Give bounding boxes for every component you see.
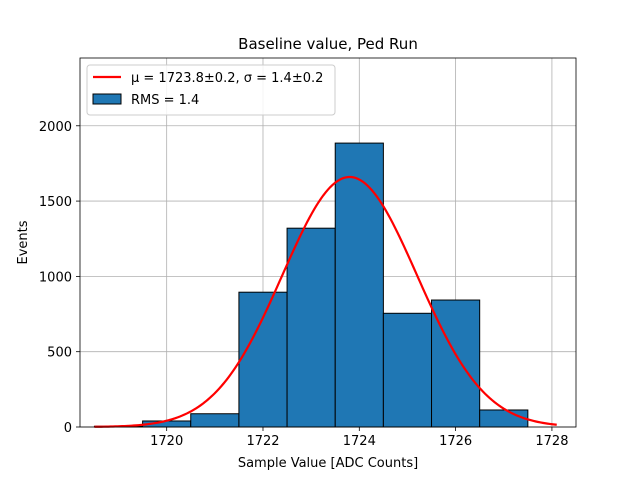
legend-fit-sigma: σ = 1.4±0.2	[244, 71, 324, 86]
gaussian-fit-curve	[94, 175, 557, 428]
legend-fit-separator: ,	[235, 71, 243, 86]
y-axis-ticks: 0 500 1000 1500 2000	[39, 120, 80, 436]
x-tick-label: 1722	[246, 434, 279, 449]
y-tick-label: 1500	[39, 195, 72, 210]
y-tick-label: 500	[47, 346, 72, 361]
legend-histogram-swatch	[92, 93, 122, 105]
legend-histogram-label: RMS = 1.4	[131, 93, 199, 108]
legend-box	[86, 64, 336, 116]
histogram-bars	[93, 142, 529, 428]
histogram-bar	[382, 312, 433, 428]
legend: μ = 1723.8±0.2, σ = 1.4±0.2 RMS = 1.4	[86, 64, 336, 116]
x-axis-title: Sample Value [ADC Counts]	[238, 456, 418, 471]
y-tick-label: 2000	[39, 120, 72, 135]
x-axis-ticks: 1720 1722 1724 1726 1728	[150, 427, 568, 449]
plot-frame	[79, 57, 577, 428]
chart-title: Baseline value, Ped Run	[238, 35, 418, 53]
y-tick-label: 1000	[39, 270, 72, 285]
y-axis-title: Events	[16, 220, 31, 264]
legend-fit-label: μ = 1723.8±0.2, σ = 1.4±0.2	[131, 71, 323, 86]
x-tick-label: 1720	[150, 434, 183, 449]
histogram-bar	[286, 227, 336, 428]
y-tick-label: 0	[64, 421, 72, 436]
histogram-bar	[238, 291, 288, 428]
histogram-bar	[334, 142, 384, 428]
histogram-bar	[431, 299, 481, 428]
legend-fit-mu: μ = 1723.8±0.2	[131, 71, 235, 86]
x-tick-label: 1728	[535, 434, 568, 449]
x-tick-label: 1724	[343, 434, 376, 449]
histogram-bar	[479, 409, 529, 428]
histogram-bar	[190, 413, 240, 428]
x-tick-label: 1726	[439, 434, 472, 449]
